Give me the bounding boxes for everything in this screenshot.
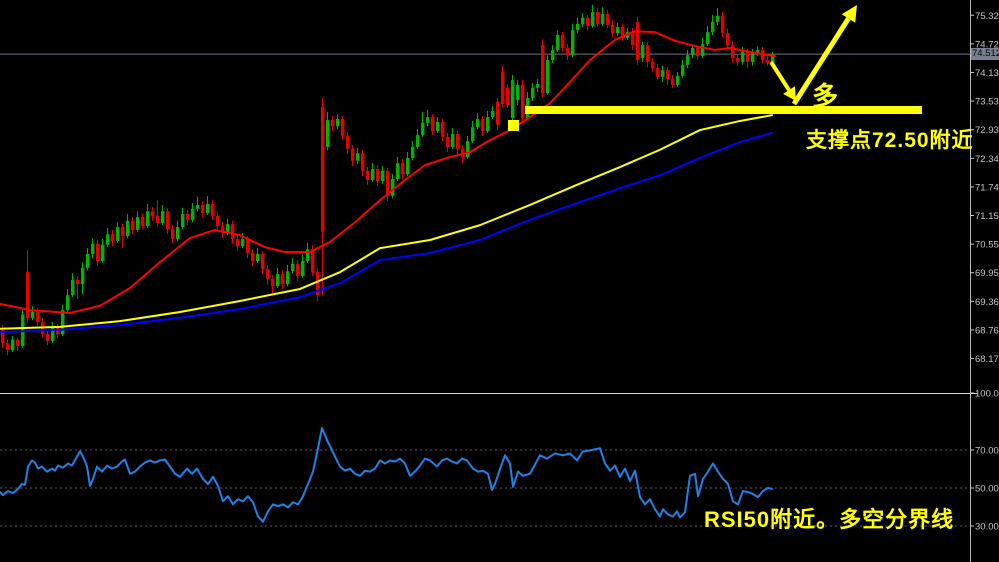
svg-text:69.958: 69.958	[975, 268, 999, 279]
annotation-support-label: 支撑点72.50附近	[806, 129, 974, 152]
current-price-badge: 74.512	[971, 48, 999, 61]
svg-text:73.534: 73.534	[975, 97, 999, 108]
svg-text:72.938: 72.938	[975, 125, 999, 136]
svg-text:74.726: 74.726	[975, 39, 999, 50]
annotation-rsi-label: RSI50附近。多空分界线	[704, 507, 955, 532]
svg-text:100.00: 100.00	[975, 389, 999, 400]
svg-text:74.130: 74.130	[975, 68, 999, 79]
svg-text:70.00: 70.00	[975, 446, 999, 457]
svg-text:70.554: 70.554	[975, 240, 999, 251]
svg-text:72.342: 72.342	[975, 154, 999, 165]
svg-text:68.766: 68.766	[975, 325, 999, 336]
svg-text:30.00: 30.00	[975, 522, 999, 533]
svg-text:50.00: 50.00	[975, 484, 999, 495]
svg-text:68.170: 68.170	[975, 354, 999, 365]
svg-text:71.150: 71.150	[975, 211, 999, 222]
svg-text:71.746: 71.746	[975, 182, 999, 193]
svg-text:69.362: 69.362	[975, 297, 999, 308]
svg-text:75.322: 75.322	[975, 11, 999, 22]
annotation-long-label: 多	[812, 81, 839, 111]
